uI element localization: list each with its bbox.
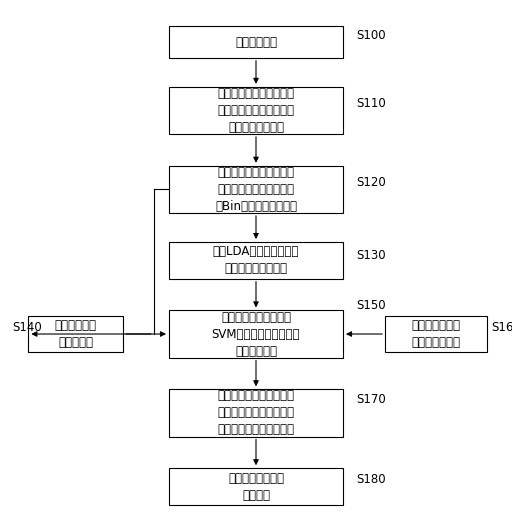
- Text: 最终车身颜色识别
结果输出: 最终车身颜色识别 结果输出: [228, 471, 284, 502]
- Text: 根据所得车牌位置信息及
结合车身纹理特征，检测
车身颜色特征区域: 根据所得车牌位置信息及 结合车身纹理特征，检测 车身颜色特征区域: [218, 87, 294, 134]
- Text: 色彩空间转换与矢量空间
的合成表示，及模糊直方
图Bin的归一化特征提取: 色彩空间转换与矢量空间 的合成表示，及模糊直方 图Bin的归一化特征提取: [215, 166, 297, 213]
- FancyBboxPatch shape: [169, 26, 343, 58]
- Text: 输入原始图像: 输入原始图像: [235, 36, 277, 48]
- FancyBboxPatch shape: [169, 468, 343, 505]
- Text: 采用LDA方法对提取的高
维特征进行特征降维: 采用LDA方法对提取的高 维特征进行特征降维: [213, 245, 299, 276]
- FancyBboxPatch shape: [169, 166, 343, 213]
- FancyBboxPatch shape: [169, 310, 343, 358]
- Text: 车身颜色多类
子空间分析: 车身颜色多类 子空间分析: [55, 319, 97, 349]
- FancyBboxPatch shape: [169, 242, 343, 279]
- Text: S160: S160: [492, 321, 512, 333]
- FancyBboxPatch shape: [169, 87, 343, 134]
- Text: S180: S180: [356, 473, 386, 486]
- FancyBboxPatch shape: [169, 389, 343, 437]
- Text: 车身颜色样本的
训练分类器参数: 车身颜色样本的 训练分类器参数: [412, 319, 461, 349]
- Text: S140: S140: [12, 321, 41, 333]
- Text: 根据识别可信度和颜色先
验知识，对易混淆和可信
度低的颜色类别进行校正: 根据识别可信度和颜色先 验知识，对易混淆和可信 度低的颜色类别进行校正: [218, 389, 294, 437]
- FancyBboxPatch shape: [28, 316, 123, 352]
- Text: S170: S170: [356, 393, 386, 406]
- Text: S110: S110: [356, 97, 386, 110]
- FancyBboxPatch shape: [385, 316, 487, 352]
- Text: S120: S120: [356, 176, 386, 189]
- Text: 采用多特征模板匹配或
SVM方法进行子空间的车
身颜色初识别: 采用多特征模板匹配或 SVM方法进行子空间的车 身颜色初识别: [212, 310, 300, 358]
- Text: S150: S150: [356, 299, 386, 311]
- Text: S100: S100: [356, 29, 386, 42]
- Text: S130: S130: [356, 249, 386, 261]
